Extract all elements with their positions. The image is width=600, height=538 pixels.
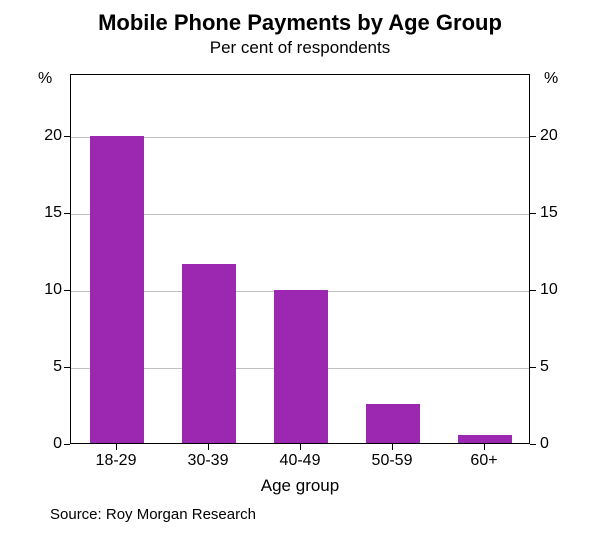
bar [182,264,235,443]
y-tick-mark [64,367,70,368]
y-tick-label-left: 10 [22,281,62,299]
y-tick-mark [530,367,536,368]
y-tick-label-right: 10 [540,281,580,299]
x-tick-mark [208,444,209,450]
x-tick-mark [300,444,301,450]
y-tick-mark [530,290,536,291]
x-tick-label: 30-39 [188,452,229,470]
y-tick-label-right: 15 [540,204,580,222]
y-tick-mark [530,444,536,445]
bar [274,290,327,443]
y-tick-mark [530,213,536,214]
chart-subtitle: Per cent of respondents [0,36,600,58]
y-tick-label-left: 5 [22,358,62,376]
x-axis-label: Age group [70,476,530,496]
y-tick-label-left: 0 [22,435,62,453]
y-tick-mark [64,136,70,137]
bar [90,136,143,443]
x-tick-label: 40-49 [280,452,321,470]
y-tick-label-left: 20 [22,127,62,145]
y-tick-mark [64,444,70,445]
chart-title: Mobile Phone Payments by Age Group [0,0,600,36]
y-tick-label-left: 15 [22,204,62,222]
plot-area [70,74,530,444]
x-tick-label: 50-59 [372,452,413,470]
y-tick-label-right: 20 [540,127,580,145]
x-tick-mark [392,444,393,450]
x-tick-label: 60+ [470,452,497,470]
x-tick-label: 18-29 [96,452,137,470]
y-tick-mark [64,213,70,214]
bar [458,435,511,443]
y-tick-label-right: 5 [540,358,580,376]
source-text: Source: Roy Morgan Research [50,506,256,523]
x-tick-mark [116,444,117,450]
y-unit-left: % [38,70,52,88]
y-tick-mark [530,136,536,137]
x-tick-mark [484,444,485,450]
y-tick-mark [64,290,70,291]
y-unit-right: % [544,70,558,88]
chart-container: Mobile Phone Payments by Age Group Per c… [0,0,600,538]
y-tick-label-right: 0 [540,435,580,453]
bar [366,404,419,443]
